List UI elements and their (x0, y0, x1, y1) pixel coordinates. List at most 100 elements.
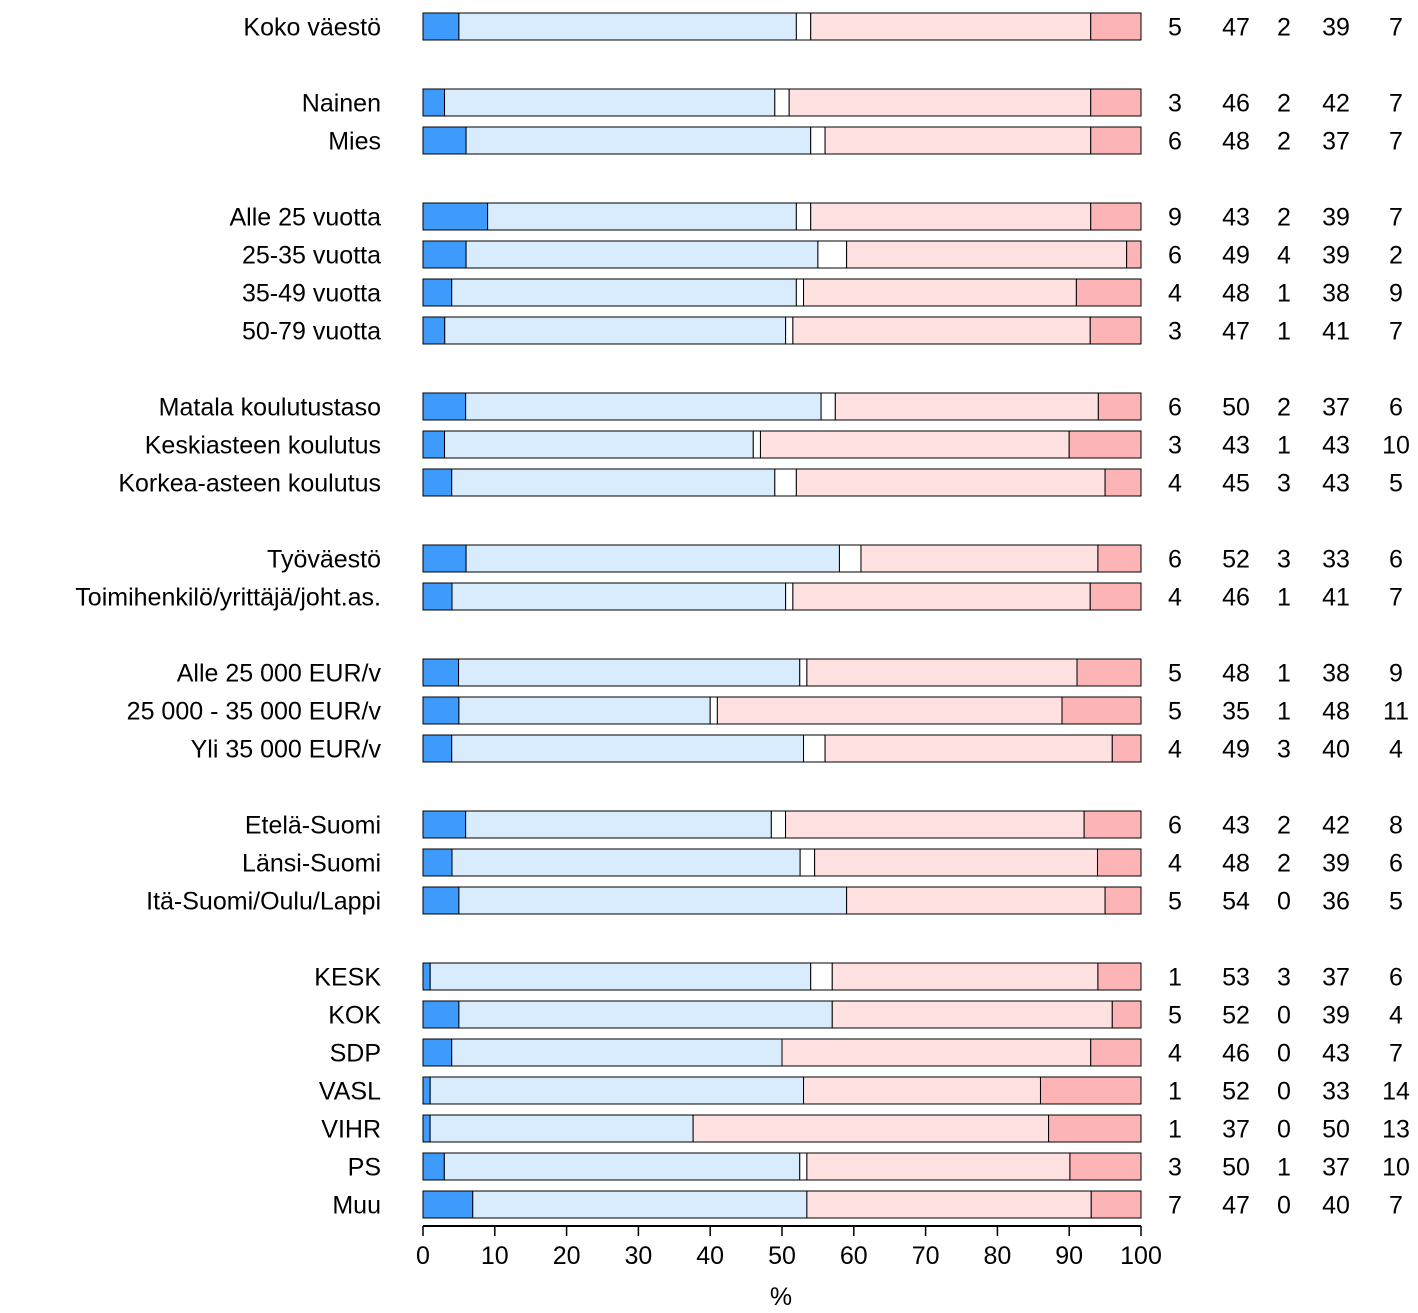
bar-row (422, 430, 1142, 459)
bar-segment-1 (422, 810, 467, 839)
data-label: 5 (1389, 470, 1403, 498)
bar-segment-5 (1061, 696, 1142, 725)
bar-row (422, 1000, 1142, 1029)
bar-segment-3 (817, 240, 848, 269)
x-tick-label: 30 (624, 1242, 652, 1270)
data-label: 50 (1222, 394, 1250, 422)
x-tick-label: 90 (1055, 1242, 1083, 1270)
data-label: 2 (1277, 90, 1291, 118)
data-label: 10 (1382, 432, 1410, 460)
data-label: 6 (1168, 546, 1182, 574)
bar-segment-1 (422, 1000, 460, 1029)
data-label: 7 (1389, 584, 1403, 612)
data-label: 5 (1168, 660, 1182, 688)
category-label: Toimihenkilö/yrittäjä/joht.as. (75, 584, 381, 612)
bar-segment-4 (792, 582, 1091, 611)
data-label: 45 (1222, 470, 1250, 498)
bar-segment-5 (1097, 392, 1142, 421)
bar-segment-5 (1089, 582, 1142, 611)
bar-segment-3 (799, 658, 808, 687)
bar-segment-1 (422, 202, 489, 231)
category-label: 25-35 vuotta (242, 242, 381, 270)
bar-segment-3 (785, 316, 794, 345)
data-label: 3 (1168, 1154, 1182, 1182)
bar-segment-2 (429, 962, 812, 991)
data-label: 2 (1277, 128, 1291, 156)
bar-segment-1 (422, 468, 453, 497)
category-label: VIHR (321, 1116, 381, 1144)
data-label: 48 (1222, 280, 1250, 308)
bar-row (422, 1114, 1142, 1143)
category-label: 50-79 vuotta (242, 318, 381, 346)
bar-segment-4 (846, 240, 1128, 269)
category-label: Etelä-Suomi (245, 812, 381, 840)
category-label: Nainen (302, 90, 381, 118)
bar-segment-2 (458, 658, 801, 687)
data-label: 6 (1389, 394, 1403, 422)
data-label: 52 (1222, 1002, 1250, 1030)
bar-segment-4 (803, 278, 1077, 307)
data-label: 48 (1222, 128, 1250, 156)
data-label: 5 (1168, 14, 1182, 42)
data-label: 0 (1277, 1192, 1291, 1220)
x-tick-label: 40 (696, 1242, 724, 1270)
bar-segment-2 (429, 1076, 805, 1105)
x-tick-label: 60 (840, 1242, 868, 1270)
data-label: 43 (1222, 204, 1250, 232)
x-tick-label: 100 (1120, 1242, 1162, 1270)
bar-segment-2 (472, 1190, 808, 1219)
data-label: 48 (1322, 698, 1350, 726)
data-label: 4 (1168, 736, 1182, 764)
data-label: 7 (1389, 14, 1403, 42)
bar-segment-1 (422, 1038, 453, 1067)
bar-segment-5 (1075, 278, 1142, 307)
bar-row (422, 88, 1142, 117)
bar-segment-1 (422, 582, 453, 611)
data-label: 13 (1382, 1116, 1410, 1144)
bar-segment-3 (810, 962, 833, 991)
data-label: 6 (1389, 850, 1403, 878)
data-label: 11 (1383, 698, 1409, 726)
x-tick-label: 80 (983, 1242, 1011, 1270)
category-label: Yli 35 000 EUR/v (191, 736, 382, 764)
x-axis-title: % (770, 1283, 792, 1311)
data-label: 39 (1322, 242, 1350, 270)
data-label: 3 (1277, 964, 1291, 992)
bar-segment-2 (458, 12, 797, 41)
data-label: 33 (1322, 1078, 1350, 1106)
data-label: 4 (1168, 584, 1182, 612)
bar-row (422, 278, 1142, 307)
category-labels: Koko väestö Nainen Mies Alle 25 vuotta 25-35… (75, 14, 381, 1220)
bar-row (422, 1152, 1142, 1181)
data-label: 48 (1222, 850, 1250, 878)
data-label: 37 (1322, 1154, 1350, 1182)
data-label: 5 (1168, 888, 1182, 916)
category-label: Itä-Suomi/Oulu/Lappi (146, 888, 381, 916)
bar-row (422, 810, 1142, 839)
data-label: 52 (1222, 546, 1250, 574)
bar-segment-2 (451, 582, 787, 611)
bar-segment-1 (422, 12, 460, 41)
bar-segment-4 (846, 886, 1106, 915)
bar-segment-5 (1090, 12, 1142, 41)
bar-segment-4 (824, 126, 1092, 155)
category-label: Keskiasteen koulutus (145, 432, 381, 460)
data-label: 6 (1168, 242, 1182, 270)
bar-row (422, 316, 1142, 345)
data-label: 41 (1322, 584, 1350, 612)
bar-segment-5 (1089, 316, 1142, 345)
data-label: 6 (1168, 812, 1182, 840)
bar-segment-3 (795, 12, 812, 41)
bar-segment-4 (824, 734, 1113, 763)
bar-segment-2 (451, 1038, 783, 1067)
bar-segment-3 (795, 278, 805, 307)
data-label: 4 (1168, 850, 1182, 878)
bar-row (422, 468, 1142, 497)
data-label: 49 (1222, 242, 1250, 270)
category-label: 25 000 - 35 000 EUR/v (127, 698, 382, 726)
bar-segment-1 (422, 1076, 431, 1105)
data-label: 43 (1322, 432, 1350, 460)
bar-segment-4 (831, 962, 1099, 991)
bar-segment-4 (795, 468, 1106, 497)
bar-row (422, 658, 1142, 687)
